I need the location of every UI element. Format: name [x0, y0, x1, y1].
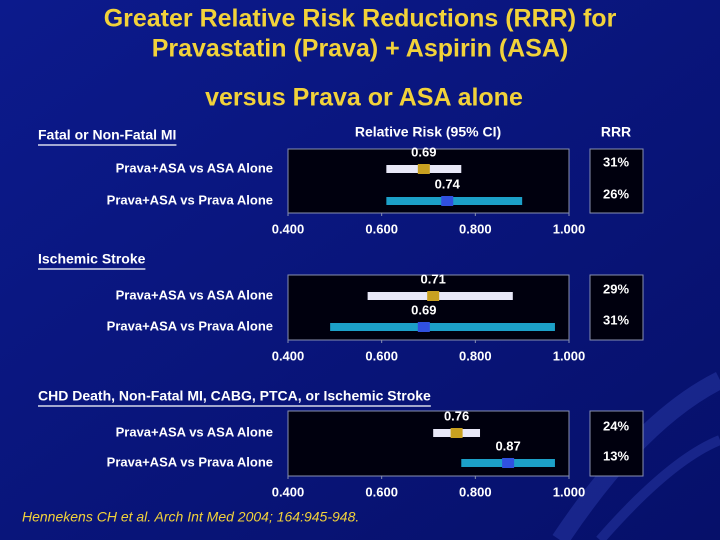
row-label: Prava+ASA vs Prava Alone: [107, 318, 273, 333]
rrr-label: 31%: [603, 154, 629, 169]
x-tick-label: 0.400: [272, 484, 305, 499]
point-estimate: [502, 458, 515, 468]
rrr-label: 24%: [603, 418, 629, 433]
row-label: Prava+ASA vs Prava Alone: [107, 454, 273, 469]
x-tick-label: 0.800: [459, 348, 492, 363]
title: Greater Relative Risk Reductions (RRR) f…: [104, 5, 617, 33]
column-header: RRR: [601, 124, 631, 140]
x-tick-label: 1.000: [553, 221, 586, 236]
value-label: 0.87: [495, 438, 520, 453]
point-estimate: [417, 164, 430, 174]
x-tick-label: 0.600: [365, 484, 398, 499]
x-tick-label: 1.000: [553, 348, 586, 363]
x-tick-label: 0.400: [272, 221, 305, 236]
title: Pravastatin (Prava) + Aspirin (ASA): [152, 35, 569, 63]
x-tick-label: 1.000: [553, 484, 586, 499]
rrr-label: 26%: [603, 186, 629, 201]
ci-bar: [386, 197, 523, 205]
value-label: 0.74: [435, 176, 461, 191]
subtitle: versus Prava or ASA alone: [205, 84, 523, 112]
ci-bar: [330, 323, 555, 331]
rrr-label: 29%: [603, 281, 629, 296]
rrr-label: 31%: [603, 312, 629, 327]
value-label: 0.76: [444, 408, 469, 423]
x-tick-label: 0.400: [272, 348, 305, 363]
ci-bar: [367, 292, 513, 300]
column-header: Relative Risk (95% CI): [355, 124, 501, 140]
row-label: Prava+ASA vs ASA Alone: [116, 287, 273, 302]
rrr-box: [589, 274, 644, 341]
point-estimate: [427, 291, 440, 301]
value-label: 0.69: [411, 302, 436, 317]
row-label: Prava+ASA vs Prava Alone: [107, 192, 273, 207]
section-title: Ischemic Stroke: [38, 251, 146, 267]
section-title: CHD Death, Non-Fatal MI, CABG, PTCA, or …: [38, 388, 431, 404]
x-tick-label: 0.800: [459, 484, 492, 499]
value-label: 0.71: [421, 271, 446, 286]
value-label: 0.69: [411, 144, 436, 159]
row-label: Prava+ASA vs ASA Alone: [116, 424, 273, 439]
x-tick-label: 0.800: [459, 221, 492, 236]
decoration: [596, 435, 720, 544]
rrr-label: 13%: [603, 448, 629, 463]
rrr-box: [589, 410, 644, 477]
x-tick-label: 0.600: [365, 348, 398, 363]
rrr-box: [589, 148, 644, 214]
point-estimate: [450, 428, 463, 438]
citation: Hennekens CH et al. Arch Int Med 2004; 1…: [22, 509, 359, 525]
section-title: Fatal or Non-Fatal MI: [38, 127, 176, 143]
row-label: Prava+ASA vs ASA Alone: [116, 160, 273, 175]
x-tick-label: 0.600: [365, 221, 398, 236]
point-estimate: [417, 322, 430, 332]
point-estimate: [441, 196, 454, 206]
